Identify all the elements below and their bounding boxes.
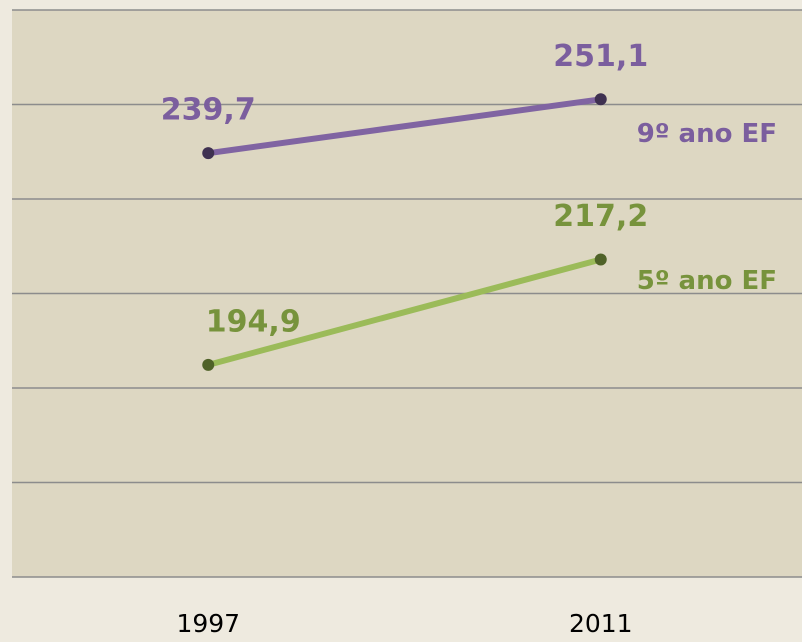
point [594,93,607,106]
data-label: 217,2 [553,199,648,234]
legend-label: 9º ano EF [637,119,777,149]
series-line [207,96,602,157]
data-label: 239,7 [161,93,256,128]
data-label: 251,1 [553,39,648,74]
x-tick-label: 1997 [176,609,240,638]
x-tick-label: 2011 [569,609,633,638]
data-label: 194,9 [206,304,301,339]
legend-label: 5º ano EF [637,266,777,296]
series-line [207,256,602,368]
point [202,358,215,371]
point [202,147,215,160]
point [594,253,607,266]
